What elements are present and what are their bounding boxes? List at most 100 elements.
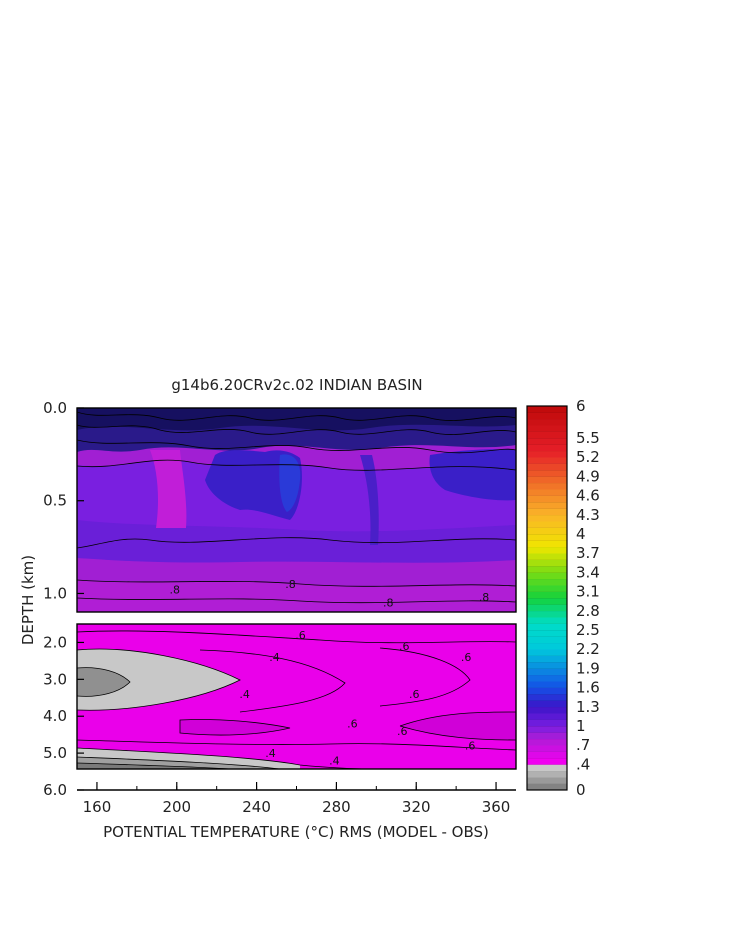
colorbar-swatch bbox=[527, 758, 567, 765]
colorbar-tick-label: 6 bbox=[576, 397, 586, 415]
colorbar-swatch bbox=[527, 514, 567, 522]
colorbar-tick-label: 0 bbox=[576, 781, 586, 799]
contour-label: .6 bbox=[347, 718, 358, 731]
contour-label: .8 bbox=[383, 597, 394, 610]
colorbar-swatch bbox=[527, 604, 567, 612]
upper-core-east bbox=[429, 449, 516, 501]
colorbar-tick-label: 1.9 bbox=[576, 659, 600, 677]
colorbar-swatch bbox=[527, 732, 567, 740]
lower-contour-4 bbox=[199, 649, 346, 713]
colorbar-swatch bbox=[527, 540, 567, 548]
colorbar-swatch bbox=[527, 476, 567, 484]
colorbar-tick-label: .7 bbox=[576, 736, 590, 754]
colorbar-swatch bbox=[527, 700, 567, 708]
y-axis-label: DEPTH (km) bbox=[19, 555, 37, 645]
lower-contour-5 bbox=[379, 647, 471, 707]
x-axis-label: POTENTIAL TEMPERATURE (°C) RMS (MODEL - … bbox=[103, 823, 489, 841]
y-tick-label: 5.0 bbox=[43, 744, 67, 762]
colorbar-swatch bbox=[527, 578, 567, 586]
colorbar-tick-label: 5.5 bbox=[576, 429, 600, 447]
colorbar-swatch bbox=[527, 598, 567, 605]
colorbar-tick-label: 5.2 bbox=[576, 448, 600, 466]
y-tick-label: 4.0 bbox=[43, 707, 67, 725]
colorbar-tick-label: .4 bbox=[576, 755, 590, 773]
y-tick-label: 6.0 bbox=[43, 781, 67, 799]
colorbar-swatch bbox=[527, 713, 567, 720]
colorbar-tick-label: 4.6 bbox=[576, 487, 600, 505]
lower-contour-7 bbox=[399, 711, 516, 727]
colorbar-swatch bbox=[527, 444, 567, 452]
colorbar-swatch bbox=[527, 687, 567, 695]
colorbar-swatch bbox=[527, 751, 567, 759]
colorbar-swatch bbox=[527, 674, 567, 682]
contour-label: .6 bbox=[399, 640, 410, 653]
x-tick-label: 360 bbox=[482, 798, 511, 816]
y-tick-label: 1.0 bbox=[43, 584, 67, 602]
colorbar-swatch bbox=[527, 521, 567, 528]
colorbar-swatch bbox=[527, 706, 567, 714]
y-tick-label: 2.0 bbox=[43, 633, 67, 651]
colorbar-swatch bbox=[527, 636, 567, 644]
contour-label: .8 bbox=[170, 584, 181, 597]
colorbar-ticks: 6 5.55.24.9 4.64.343.73.4 3.12.82.52.21.9 1.… bbox=[576, 397, 600, 799]
colorbar-swatch bbox=[527, 457, 567, 464]
colorbar-tick-label: 3.7 bbox=[576, 544, 600, 562]
colorbar-tick-label: 2.5 bbox=[576, 621, 600, 639]
colorbar-swatch bbox=[527, 438, 567, 445]
colorbar-swatch bbox=[527, 450, 567, 458]
lower-contour-8 bbox=[399, 725, 516, 741]
colorbar-swatch bbox=[527, 617, 567, 624]
colorbar-swatch bbox=[527, 777, 567, 784]
upper-tongue-east bbox=[360, 455, 379, 545]
colorbar-swatch bbox=[527, 668, 567, 676]
colorbar-tick-label: 3.4 bbox=[576, 563, 600, 581]
contour-label: .8 bbox=[479, 591, 490, 604]
lower-contour-3 bbox=[77, 667, 131, 697]
colorbar-swatch bbox=[527, 418, 567, 426]
colorbar-swatch bbox=[527, 482, 567, 490]
colorbar bbox=[527, 405, 567, 791]
colorbar-swatch bbox=[527, 642, 567, 650]
upper-core-west bbox=[205, 450, 302, 520]
upper-contour-3 bbox=[77, 439, 516, 454]
colorbar-swatch bbox=[527, 610, 567, 618]
upper-field bbox=[77, 408, 516, 612]
y-tick-label: 0.0 bbox=[43, 399, 67, 417]
upper-band-bottom bbox=[77, 580, 516, 612]
colorbar-tick-label: 1 bbox=[576, 717, 586, 735]
colorbar-swatch bbox=[527, 662, 567, 669]
upper-frame bbox=[76, 407, 517, 613]
x-tick-label: 240 bbox=[242, 798, 271, 816]
upper-contour-5 bbox=[77, 537, 516, 549]
contour-label: .4 bbox=[265, 747, 276, 760]
lower-contour-9 bbox=[77, 739, 516, 751]
contour-label: .6 bbox=[295, 629, 306, 642]
upper-contour-7 bbox=[77, 597, 516, 604]
lower-deep-patch-west bbox=[180, 719, 290, 736]
contour-label: .6 bbox=[397, 725, 408, 738]
colorbar-swatch bbox=[527, 559, 567, 567]
colorbar-swatch bbox=[527, 566, 567, 573]
lower-contour-6 bbox=[179, 719, 291, 736]
colorbar-swatch bbox=[527, 694, 567, 701]
colorbar-tick-label: 4.9 bbox=[576, 467, 600, 485]
x-axis-ticks: 160 200 240 280 320 360 bbox=[83, 782, 511, 816]
x-tick-label: 320 bbox=[402, 798, 431, 816]
y-tick-label: 3.0 bbox=[43, 670, 67, 688]
upper-contour-labels: .8 .8 .8 .8 bbox=[170, 578, 490, 610]
lower-contour-labels: .6 .6 .6 .4 .4 .6 .6 .6 .6 .4 .4 bbox=[239, 629, 475, 767]
colorbar-swatch bbox=[527, 764, 567, 772]
colorbar-swatch bbox=[527, 585, 567, 592]
y-tick-label: 0.5 bbox=[43, 492, 67, 510]
contour-label: .4 bbox=[329, 754, 340, 767]
colorbar-swatch bbox=[527, 623, 567, 631]
colorbar-swatch bbox=[527, 681, 567, 688]
lower-panel: .6 .6 .6 .4 .4 .6 .6 .6 .6 .4 .4 bbox=[76, 623, 517, 770]
colorbar-tick-label: 2.8 bbox=[576, 602, 600, 620]
colorbar-swatch bbox=[527, 655, 567, 663]
colorbar-swatch bbox=[527, 719, 567, 727]
colorbar-swatch bbox=[527, 470, 567, 477]
colorbar-tick-label: 4 bbox=[576, 525, 586, 543]
contour-label: .4 bbox=[269, 651, 280, 664]
